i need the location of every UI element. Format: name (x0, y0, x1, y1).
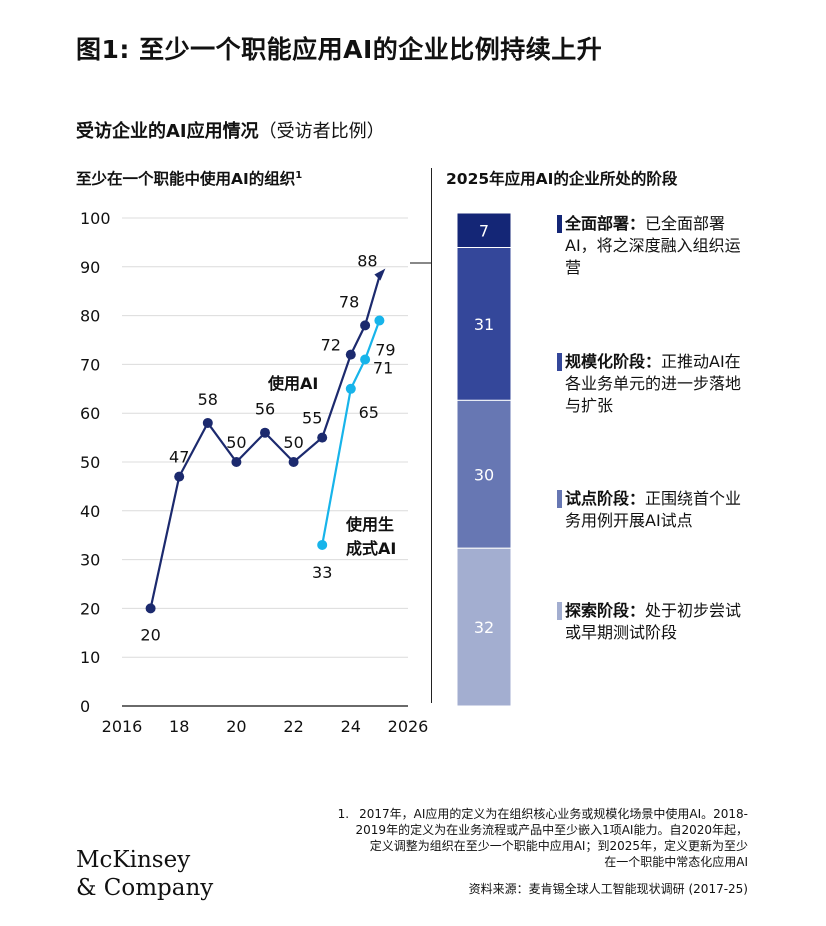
ai-point (288, 457, 299, 467)
ai-series-line (149, 276, 381, 609)
footnote-line-2: 2019年的定义为在业务流程或产品中至少嵌入1项AI能力。自2020年起， (355, 823, 748, 837)
y-tick-label: 50 (80, 453, 100, 472)
line-chart-header: 至少在一个职能中使用AI的组织1 (76, 167, 302, 189)
stage-bar-label: 30 (474, 465, 494, 484)
stage-bar-segment (456, 547, 512, 707)
ai-data-label: 58 (198, 390, 218, 409)
ai-data-label: 78 (339, 292, 359, 311)
ai-point (174, 471, 185, 482)
legend-title: 试点阶段： (565, 489, 646, 508)
ai-point (374, 268, 386, 281)
x-tick-label: 22 (283, 717, 303, 736)
ai-data-label: 20 (140, 625, 160, 644)
ai-series-label: 使用AI (267, 374, 318, 393)
genai-data-label: 79 (375, 340, 395, 359)
ai-point (202, 417, 213, 428)
y-tick-label: 0 (80, 697, 90, 716)
ai-data-label: 50 (283, 433, 303, 452)
genai-series-label-line-1: 使用生 (345, 515, 394, 534)
legend-swatch (557, 215, 562, 233)
stage-bar-segment (456, 399, 512, 549)
bar-chart-header: 2025年应用AI的企业所处的阶段 (446, 170, 678, 188)
genai-data-label: 33 (312, 563, 332, 582)
genai-data-label: 65 (359, 403, 379, 422)
genai-point (360, 354, 371, 365)
legend-swatch (557, 353, 562, 371)
ai-data-label: 88 (357, 252, 377, 271)
genai-point (374, 315, 385, 326)
legend-swatch (557, 490, 562, 508)
ai-point (145, 603, 156, 614)
y-tick-label: 90 (80, 258, 100, 277)
y-tick-label: 10 (80, 648, 100, 667)
legend-item: 规模化阶段：正推动AI在各业务单元的进一步落地与扩张 (557, 351, 745, 417)
chart-subtitle: 受访企业的AI应用情况（受访者比例） (76, 117, 385, 143)
legend-title: 全面部署： (565, 214, 646, 233)
stage-bar-label: 32 (474, 618, 494, 637)
x-tick-label: 18 (169, 717, 189, 736)
legend-title: 规模化阶段： (565, 352, 662, 371)
footnote-marker: 1 (295, 169, 303, 181)
legend-text: 处于初步尝试或早期测试阶段 (565, 601, 742, 642)
y-tick-label: 60 (80, 404, 100, 423)
footnote-line-3: 定义调整为组织在至少一个职能中应用AI；到2025年，定义更新为至少 (369, 839, 748, 853)
x-tick-label: 2016 (102, 717, 143, 736)
stage-bar-label: 31 (474, 315, 494, 334)
y-tick-label: 100 (80, 209, 111, 228)
stage-bar-segment (456, 212, 512, 249)
genai-series-label-line-2: 成式AI (346, 539, 396, 558)
subtitle-normal: （受访者比例） (258, 121, 385, 142)
subtitle-bold: 受访企业的AI应用情况 (76, 121, 259, 142)
logo-line-2: & Company (76, 875, 214, 901)
x-tick-label: 24 (341, 717, 361, 736)
genai-point (345, 383, 356, 394)
legend-text: 正推动AI在各业务单元的进一步落地与扩张 (565, 352, 742, 415)
footnote-line-4: 在一个职能中常态化应用AI (604, 855, 748, 869)
legend-title: 探索阶段： (565, 601, 646, 620)
ai-data-label: 55 (302, 409, 322, 428)
footnote-number: 1. (337, 807, 350, 821)
ai-point (260, 427, 270, 438)
y-tick-label: 70 (80, 355, 100, 374)
footnote-line-1: 1. 2017年，AI应用的定义为在组织核心业务或规模化场景中使用AI。2018- (337, 807, 748, 821)
ai-data-label: 50 (226, 433, 246, 452)
ai-data-label: 72 (321, 336, 341, 355)
y-tick-label: 80 (80, 307, 100, 326)
legend-text: 正围绕首个业务用例开展AI试点 (565, 489, 742, 530)
logo-line-1: McKinsey (76, 847, 191, 873)
source-note: 资料来源：麦肯锡全球人工智能现状调研 (2017-25) (468, 882, 748, 896)
section-divider (431, 168, 432, 703)
legend-swatch (557, 602, 562, 620)
line-chart-header-text: 至少在一个职能中使用AI的组织 (76, 170, 296, 188)
legend-item: 全面部署：已全面部署AI，将之深度融入组织运营 (557, 213, 745, 279)
y-tick-label: 30 (80, 551, 100, 570)
footnote: 1. 2017年，AI应用的定义为在组织核心业务或规模化场景中使用AI。2018-… (248, 806, 748, 870)
genai-series-line (321, 320, 381, 546)
stage-bar-segment (456, 247, 512, 401)
x-tick-label: 2026 (388, 717, 429, 736)
legend-text: 已全面部署AI，将之深度融入组织运营 (565, 214, 741, 277)
ai-point (317, 432, 328, 443)
genai-data-label: 71 (373, 359, 393, 378)
stage-bar-label: 7 (479, 221, 489, 240)
y-tick-label: 40 (80, 502, 100, 521)
x-tick-label: 20 (226, 717, 246, 736)
legend-item: 试点阶段：正围绕首个业务用例开展AI试点 (557, 488, 745, 532)
ai-data-label: 47 (169, 448, 189, 467)
mckinsey-logo: McKinsey & Company (76, 846, 213, 902)
ai-point (345, 349, 356, 360)
ai-point (360, 320, 371, 331)
genai-point (317, 539, 328, 550)
y-tick-label: 20 (80, 599, 100, 618)
ai-point (231, 457, 242, 467)
legend-item: 探索阶段：处于初步尝试或早期测试阶段 (557, 600, 745, 644)
page-title: 图1: 至少一个职能应用AI的企业比例持续上升 (76, 35, 603, 64)
ai-data-label: 56 (255, 400, 275, 419)
